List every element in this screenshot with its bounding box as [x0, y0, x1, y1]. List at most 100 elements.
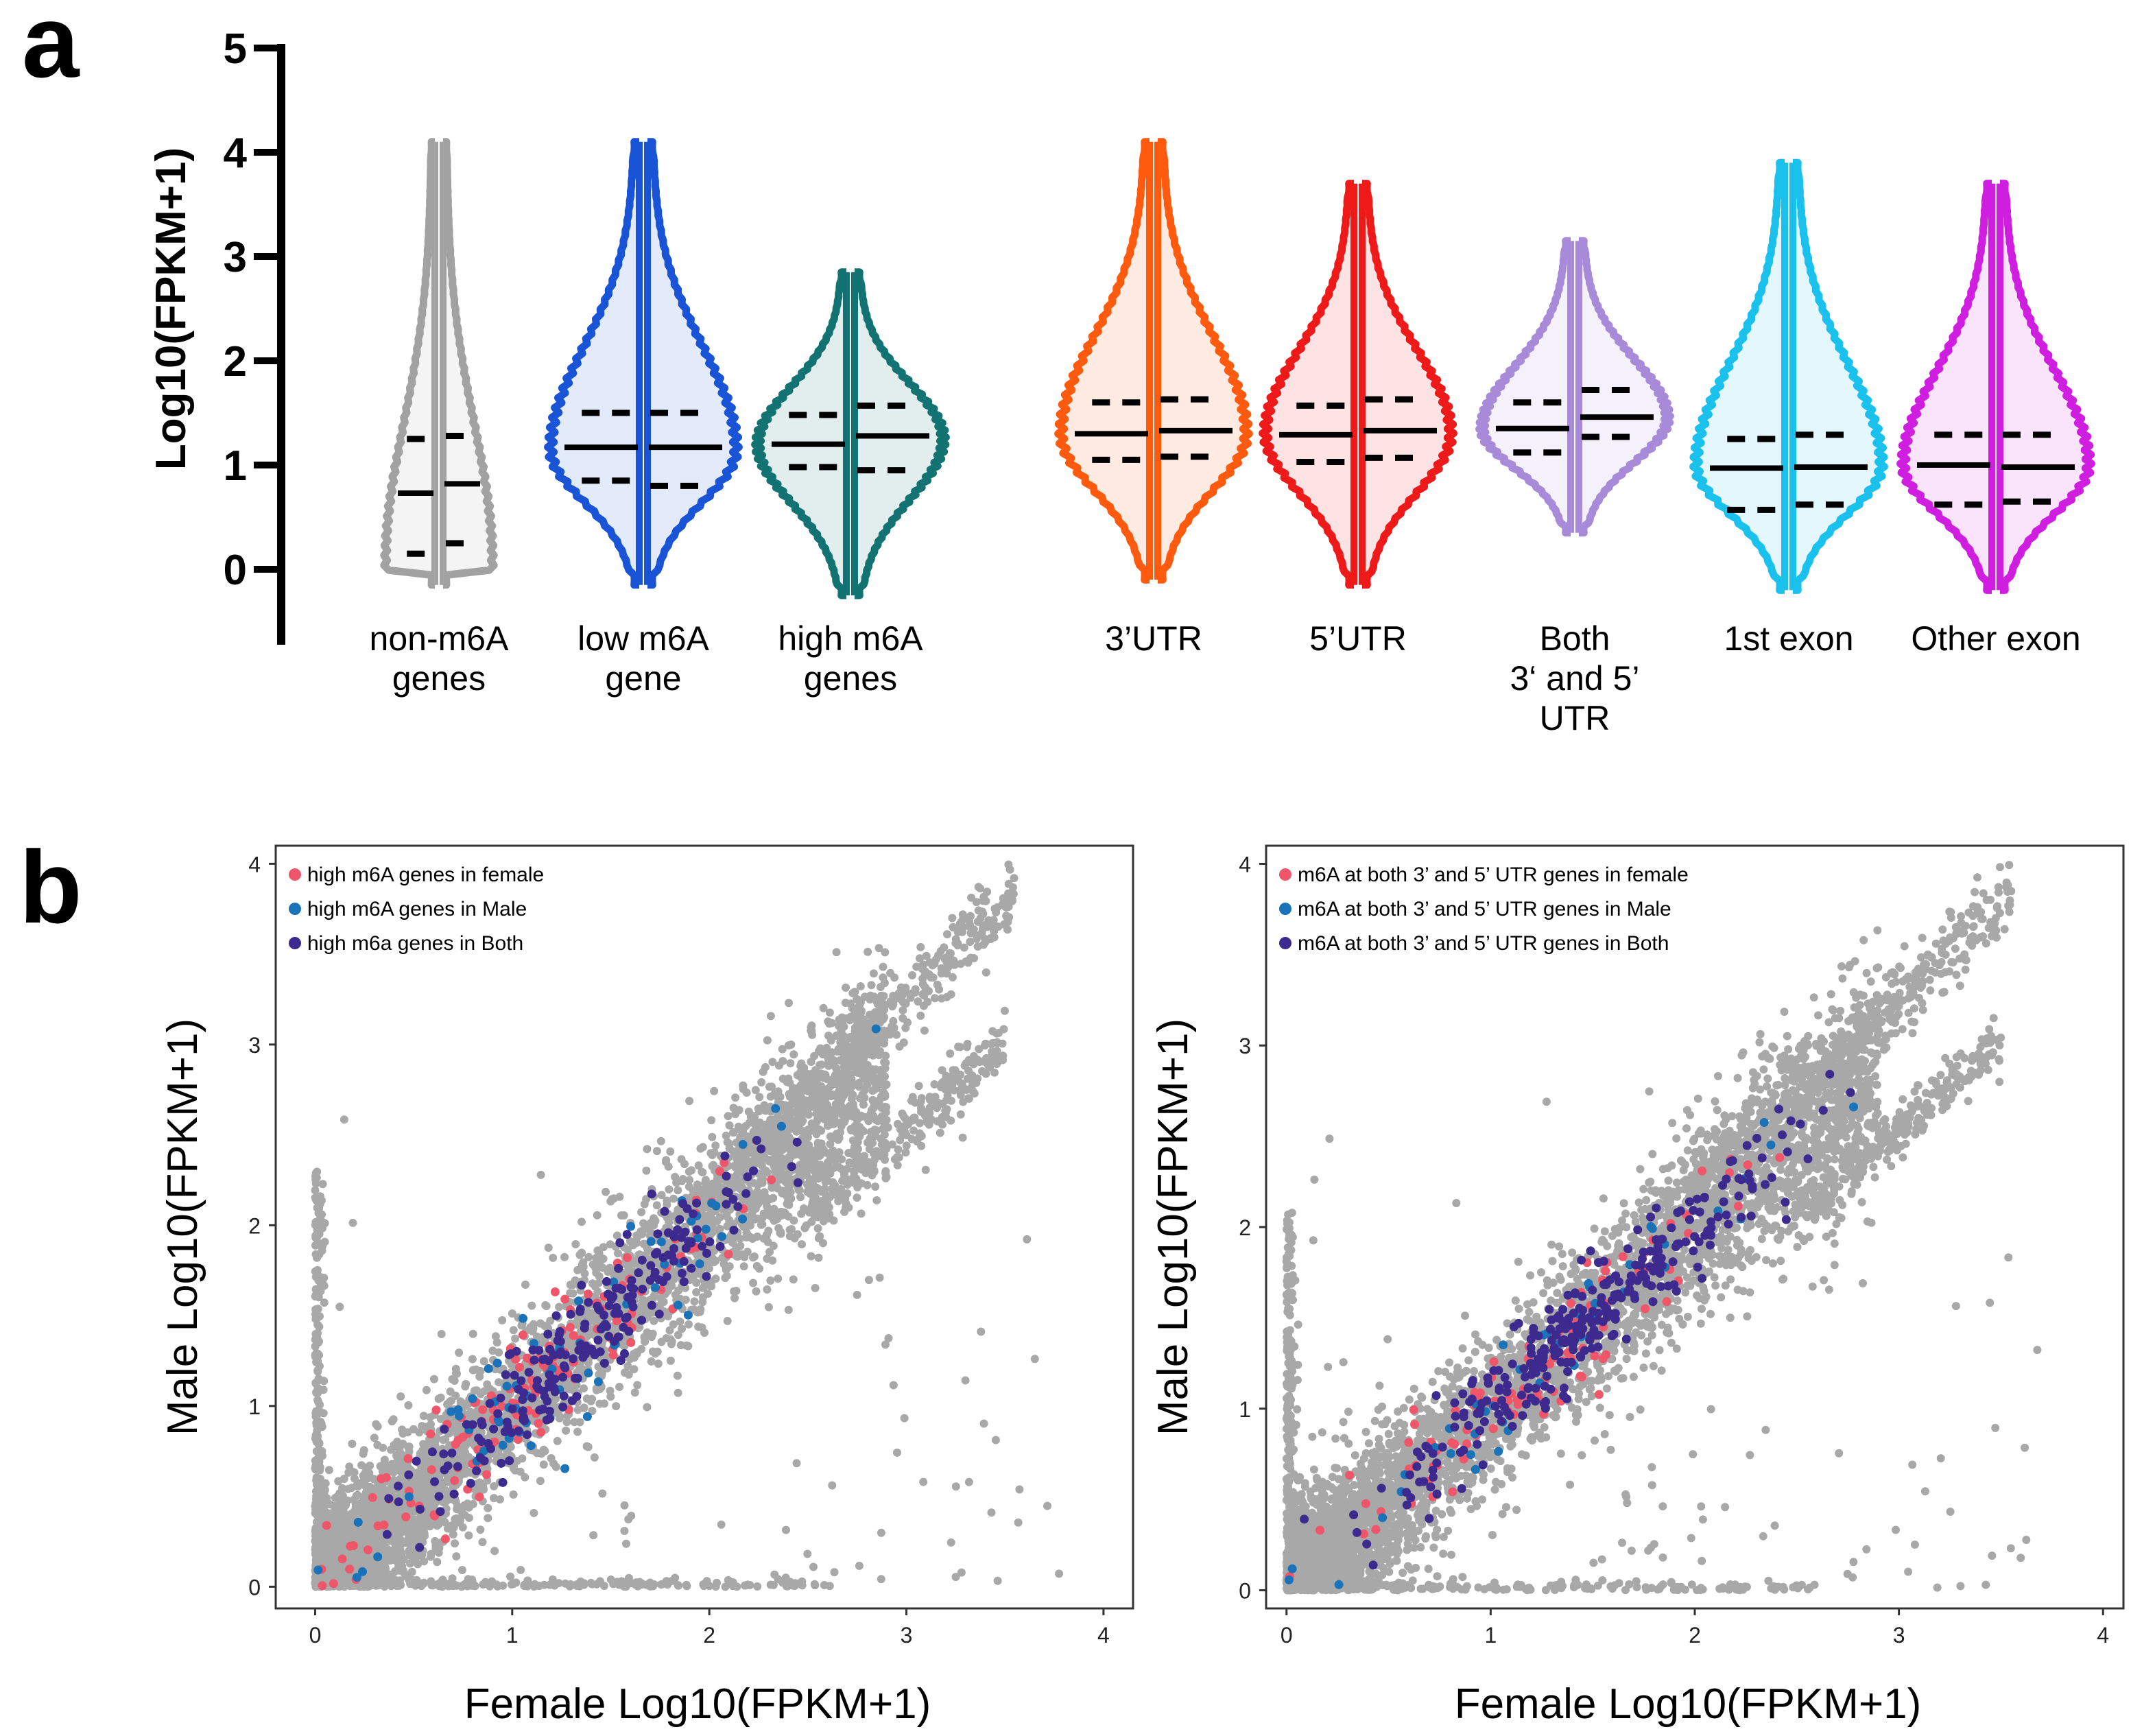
group-label: Both: [1540, 619, 1610, 658]
data-point: [318, 1423, 326, 1431]
data-point: [881, 1082, 890, 1090]
data-point: [707, 1282, 716, 1291]
data-point: [315, 1239, 324, 1248]
data-point: [451, 1539, 459, 1548]
data-point: [728, 1582, 737, 1591]
data-point: [753, 1214, 762, 1223]
group-label: 3’UTR: [1105, 619, 1202, 658]
data-point: [694, 1161, 703, 1170]
data-point: [700, 1582, 709, 1591]
data-point: [857, 1209, 866, 1218]
data-point: [630, 1388, 639, 1397]
data-point: [846, 1016, 855, 1025]
data-point: [724, 1220, 733, 1229]
data-point: [817, 1060, 826, 1069]
data-point: [518, 1454, 527, 1463]
data-point: [340, 1532, 349, 1541]
data-point: [484, 1514, 492, 1523]
data-point: [451, 1497, 460, 1506]
data-point: [509, 1326, 518, 1335]
data-point: [580, 1269, 589, 1278]
data-point: [391, 1540, 400, 1549]
data-point: [881, 1064, 890, 1073]
data-point: [477, 1486, 486, 1495]
data-point: [809, 1150, 818, 1158]
data-point: [699, 1293, 707, 1302]
violin-left-half: [544, 138, 639, 589]
data-point: [837, 1155, 846, 1164]
data-point: [366, 1482, 374, 1491]
data-point: [476, 1525, 485, 1534]
data-point: [725, 1121, 734, 1130]
data-point: [490, 1494, 499, 1503]
violin-right-half: [442, 138, 498, 589]
violin-left-half: [1259, 180, 1354, 589]
data-point: [449, 1530, 457, 1539]
data-point: [837, 1103, 846, 1112]
data-point: [593, 1246, 602, 1255]
data-point: [759, 1067, 767, 1076]
data-point: [484, 1503, 492, 1512]
data-point: [842, 983, 850, 992]
data-point: [562, 1426, 571, 1435]
data-point: [316, 1506, 324, 1515]
data-point: [335, 1489, 344, 1498]
data-point: [447, 1521, 456, 1530]
data-point: [684, 1182, 693, 1191]
data-point: [768, 1058, 777, 1067]
data-point: [380, 1455, 389, 1464]
data-point: [353, 1507, 361, 1516]
data-point: [783, 1580, 791, 1589]
data-point: [492, 1338, 501, 1347]
data-point: [311, 1186, 320, 1195]
data-point: [812, 1130, 821, 1139]
data-point: [393, 1438, 402, 1446]
violin-left-half: [1475, 237, 1571, 537]
data-point: [848, 1091, 857, 1099]
data-point: [602, 1187, 610, 1196]
data-point: [539, 1460, 548, 1469]
data-point: [916, 954, 924, 963]
data-point: [663, 1200, 671, 1209]
violin-left-half: [1054, 138, 1150, 584]
data-point: [347, 1484, 356, 1493]
data-point: [629, 1241, 638, 1250]
data-point: [357, 1554, 366, 1563]
data-point: [311, 1217, 320, 1226]
data-point: [315, 1474, 324, 1483]
data-point: [800, 1224, 809, 1233]
data-point: [512, 1418, 521, 1426]
data-point: [411, 1529, 420, 1538]
data-point: [639, 1219, 648, 1228]
data-point: [650, 1316, 658, 1325]
data-point: [684, 1167, 693, 1176]
data-point: [753, 1582, 762, 1591]
data-point: [674, 1388, 682, 1397]
data-point: [820, 1110, 829, 1119]
data-point: [807, 1252, 815, 1261]
data-point: [580, 1384, 588, 1393]
group-label: 5’UTR: [1309, 619, 1407, 658]
data-point: [320, 1377, 329, 1386]
data-point: [642, 1166, 651, 1175]
data-point: [657, 1191, 666, 1200]
data-point: [713, 1578, 721, 1587]
data-point: [606, 1392, 615, 1401]
data-point: [778, 1189, 787, 1198]
data-point: [553, 1436, 562, 1445]
data-point: [508, 1309, 516, 1318]
data-point: [684, 1320, 693, 1329]
data-point: [807, 1023, 815, 1032]
data-point: [455, 1348, 464, 1357]
data-point: [766, 1194, 775, 1203]
data-point: [739, 1222, 748, 1230]
violin-group: [1896, 180, 2095, 594]
data-point: [448, 1375, 457, 1383]
data-point: [949, 973, 957, 982]
data-point: [365, 1555, 374, 1564]
data-point: [311, 1465, 320, 1474]
data-point: [700, 1329, 709, 1337]
data-point: [916, 942, 925, 951]
violin-left-half: [1896, 180, 1992, 594]
group-label: low m6A: [578, 619, 709, 658]
